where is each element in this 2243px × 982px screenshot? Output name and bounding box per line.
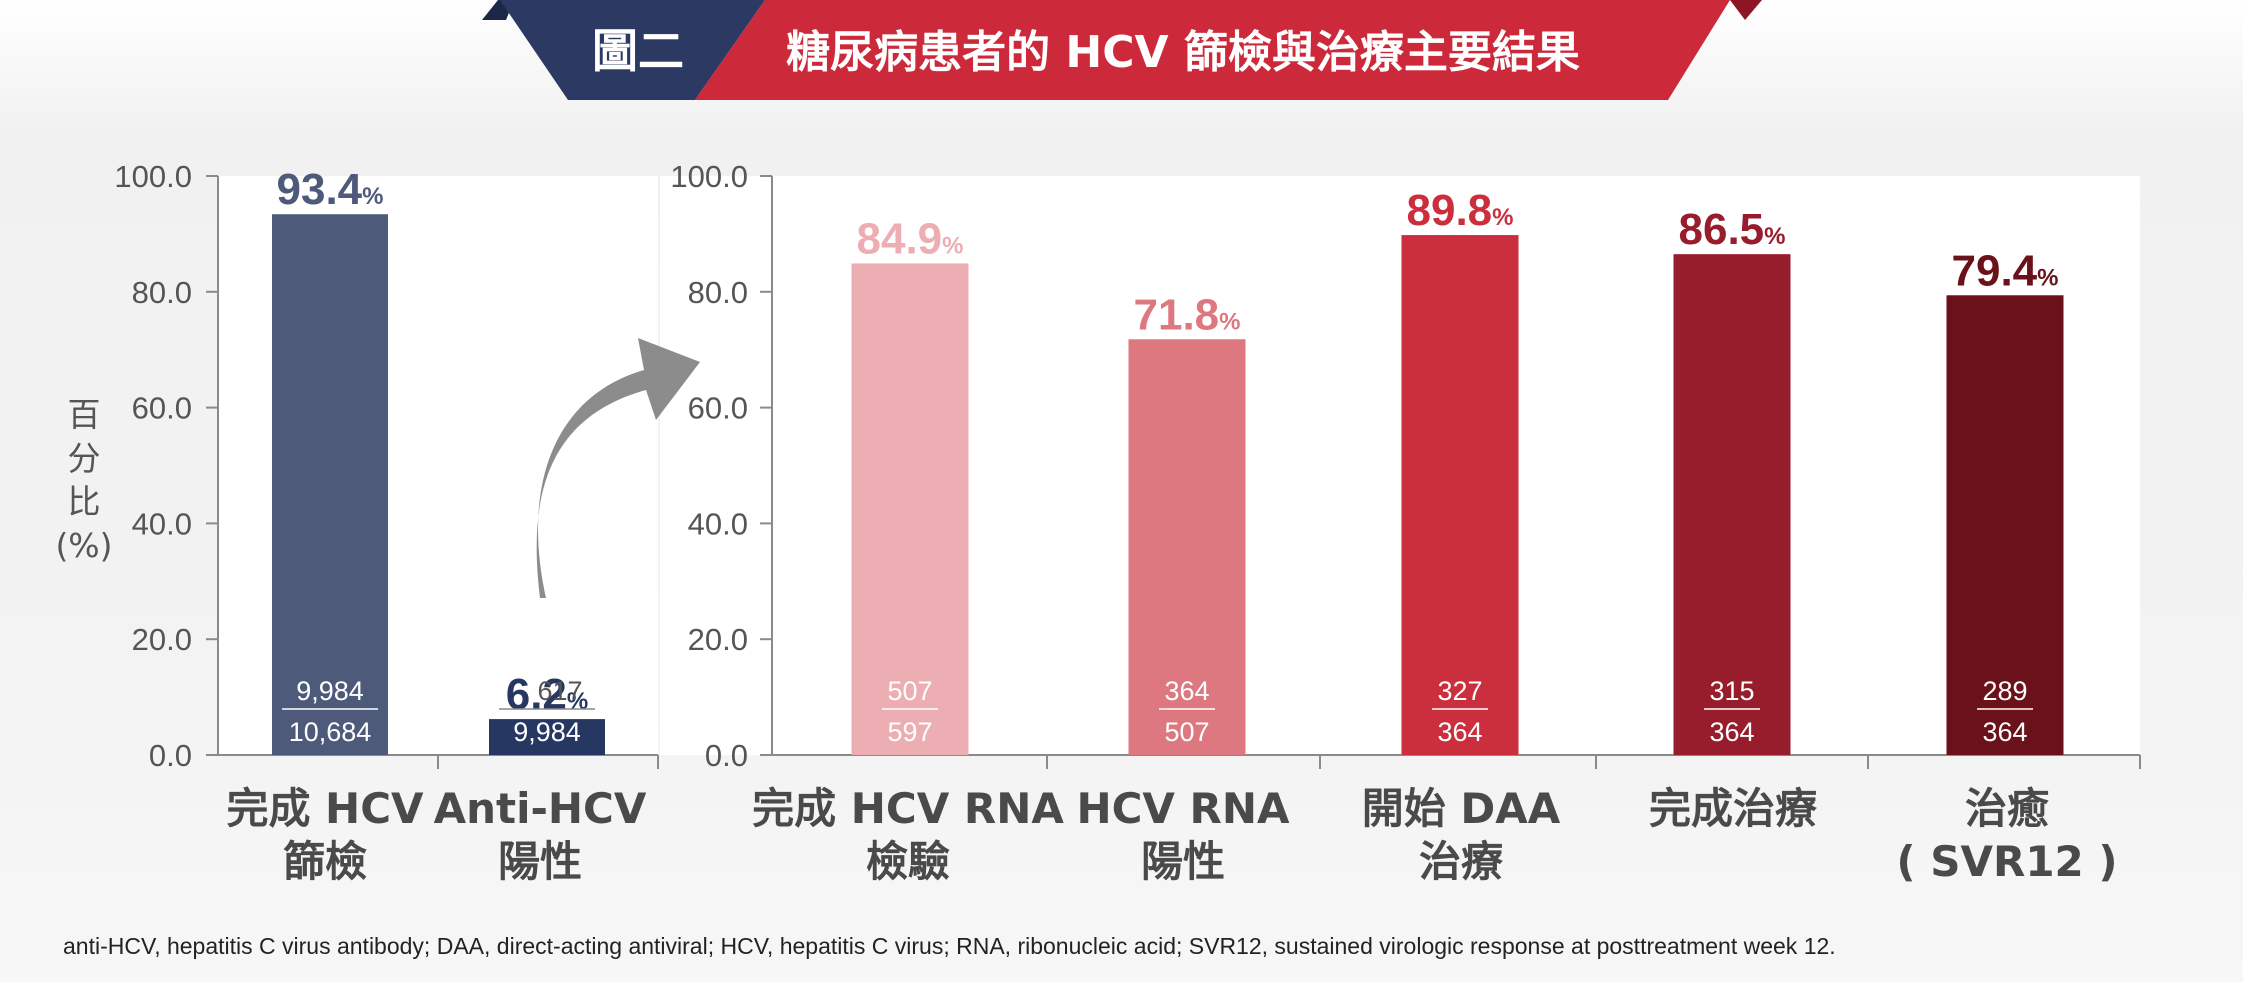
- bar-value-label: 93.4%: [277, 165, 384, 214]
- fraction-numerator: 315: [1709, 676, 1754, 706]
- y-tick-label: 0.0: [149, 738, 192, 773]
- y-axis-label: (%): [55, 526, 112, 565]
- bar-value-label: 89.8%: [1407, 186, 1514, 235]
- y-tick-label: 40.0: [132, 506, 192, 541]
- y-axis-label: 百: [68, 395, 101, 434]
- banner-title-background: [695, 0, 1730, 100]
- x-category-label: 治癒: [1965, 784, 2049, 833]
- y-tick-label: 80.0: [132, 275, 192, 310]
- x-category-label: 檢驗: [866, 837, 950, 886]
- bar-value-label: 6.2%: [506, 670, 589, 719]
- y-tick-label: 100.0: [114, 159, 192, 194]
- banner-label: 圖二: [592, 24, 684, 78]
- banner-title: 糖尿病患者的 HCV 篩檢與治療主要結果: [786, 27, 1580, 78]
- y-tick-label: 60.0: [688, 391, 748, 426]
- bar-value-label: 71.8%: [1134, 290, 1241, 339]
- fraction-denominator: 364: [1437, 717, 1482, 747]
- fraction-numerator: 327: [1437, 676, 1482, 706]
- fraction-numerator: 289: [1982, 676, 2027, 706]
- y-tick-label: 40.0: [688, 506, 748, 541]
- x-category-label: 陽性: [498, 837, 582, 886]
- x-category-label: Anti-HCV: [434, 784, 647, 833]
- bar-value-label: 86.5%: [1679, 205, 1786, 254]
- x-category-label: 篩檢: [283, 837, 367, 886]
- bar: [1128, 339, 1246, 755]
- x-category-label: HCV RNA: [1076, 784, 1290, 833]
- banner-right-corner: [1730, 0, 1762, 20]
- fraction-denominator: 364: [1709, 717, 1754, 747]
- y-tick-label: 100.0: [670, 159, 748, 194]
- y-tick-label: 20.0: [688, 622, 748, 657]
- x-category-label: 治療: [1419, 837, 1503, 886]
- fraction-numerator: 364: [1164, 676, 1209, 706]
- bar: [1401, 235, 1519, 756]
- bar-value-label: 84.9%: [857, 214, 964, 263]
- bar: [272, 214, 388, 756]
- y-axis-label: 分: [68, 439, 101, 478]
- bar: [1673, 254, 1791, 756]
- fraction-denominator: 597: [887, 717, 932, 747]
- x-category-label: 開始 DAA: [1362, 784, 1561, 833]
- fraction-numerator: 617: [537, 676, 582, 706]
- fraction-denominator: 10,684: [289, 717, 372, 747]
- bar: [489, 719, 605, 755]
- x-category-label: 完成 HCV RNA: [752, 784, 1064, 833]
- y-tick-label: 20.0: [132, 622, 192, 657]
- chart-panel-1: 0.0 20.0 40.0 60.0 80.0 100.0 93.4% 9,984 10,684…: [55, 159, 659, 886]
- banner-label-background: [500, 0, 765, 100]
- y-tick-label: 80.0: [688, 275, 748, 310]
- fraction-denominator: 507: [1164, 717, 1209, 747]
- y-axis-label: 比: [68, 482, 101, 521]
- bar-value-label: 79.4%: [1952, 246, 2059, 295]
- fraction-denominator: 9,984: [513, 717, 581, 747]
- flow-arrow-icon: [536, 338, 700, 598]
- figure-banner: 圖二 糖尿病患者的 HCV 篩檢與治療主要結果: [482, 0, 1762, 100]
- fraction-numerator: 507: [887, 676, 932, 706]
- footnote: anti-HCV, hepatitis C virus antibody; DA…: [63, 933, 1836, 959]
- x-category-label: 陽性: [1141, 837, 1225, 886]
- bar: [851, 263, 969, 755]
- fraction-denominator: 364: [1982, 717, 2027, 747]
- y-tick-label: 0.0: [705, 738, 748, 773]
- x-category-label: 完成 HCV: [226, 784, 424, 833]
- x-category-label: 完成治療: [1649, 784, 1817, 833]
- bar: [1946, 295, 2064, 755]
- y-tick-label: 60.0: [132, 391, 192, 426]
- fraction-numerator: 9,984: [296, 676, 364, 706]
- x-category-label: ( SVR12 ): [1896, 837, 2117, 886]
- chart-panel-2: 0.0 20.0 40.0 60.0 80.0 100.0 84.9% 507 597 完成 HC…: [670, 159, 2141, 886]
